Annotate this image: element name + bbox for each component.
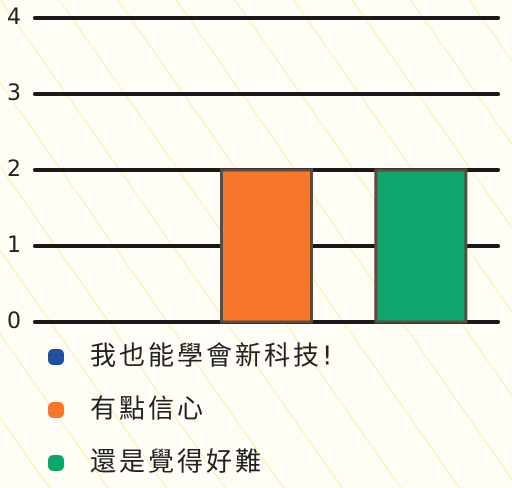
y-tick-label: 2 — [7, 157, 21, 182]
legend-marker — [48, 455, 64, 471]
bar — [220, 168, 313, 324]
legend-label: 有點信心 — [90, 395, 206, 425]
y-tick-label: 3 — [7, 81, 21, 106]
legend-marker — [48, 349, 64, 365]
legend-marker — [48, 402, 64, 418]
legend-label: 我也能學會新科技! — [90, 342, 335, 372]
y-tick-label: 4 — [7, 5, 21, 30]
y-tick-label: 1 — [7, 233, 21, 258]
y-tick-label: 0 — [7, 309, 21, 334]
bar — [374, 168, 468, 324]
legend-label: 還是覺得好難 — [90, 448, 264, 478]
